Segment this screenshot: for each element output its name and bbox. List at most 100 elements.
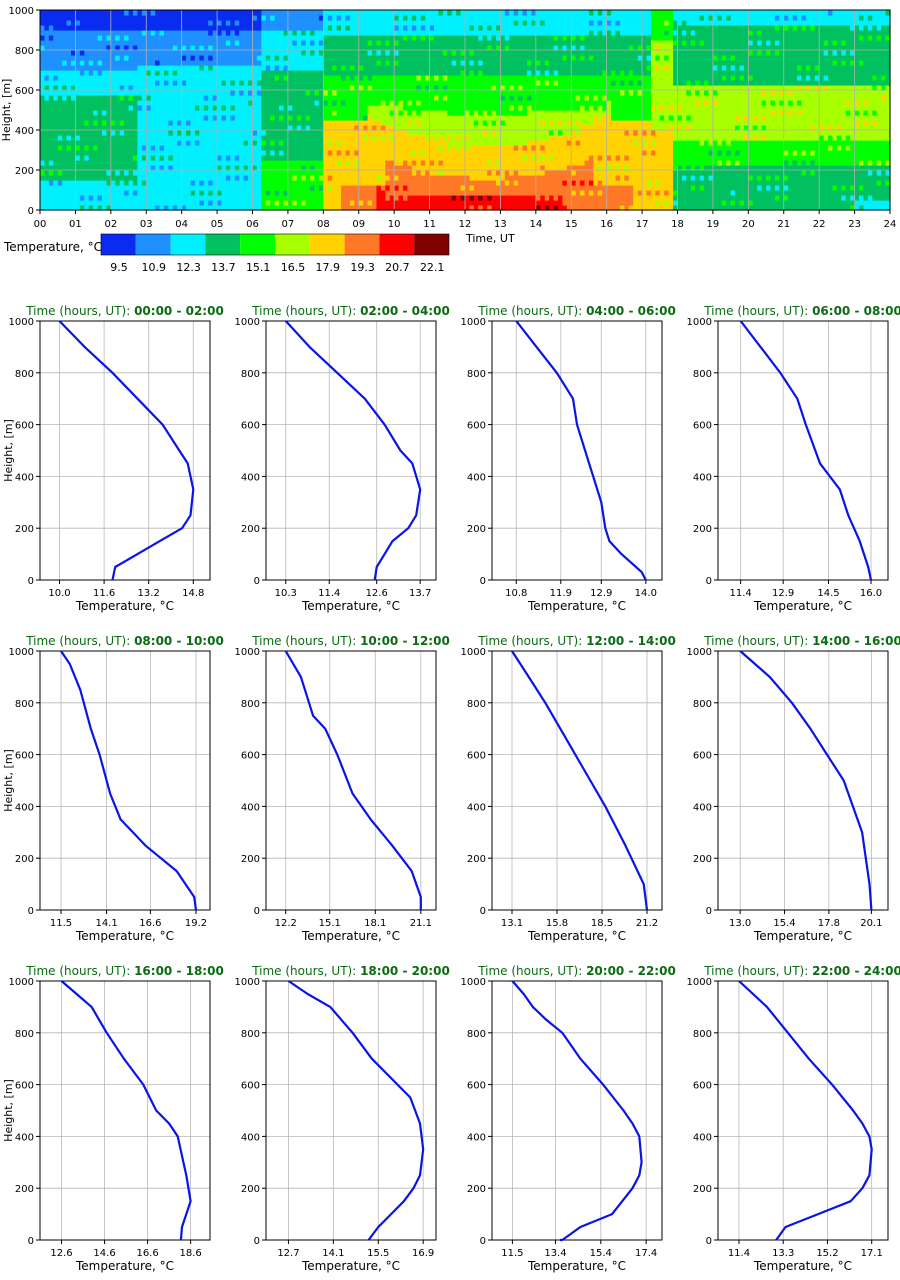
- heatmap-cell: [119, 200, 125, 206]
- heatmap-cell: [526, 45, 533, 51]
- heatmap-cell: [239, 205, 245, 211]
- heatmap-cell: [504, 20, 510, 26]
- heatmap-cell: [256, 145, 262, 151]
- heatmap-cell: [48, 115, 54, 121]
- heatmap-cell: [540, 145, 546, 151]
- heatmap-cell: [341, 35, 347, 41]
- heatmap-cell: [177, 185, 183, 191]
- heatmap-cell: [513, 80, 519, 86]
- heatmap-cell: [389, 130, 395, 136]
- heatmap-cell: [274, 155, 280, 161]
- heatmap-cell: [411, 195, 417, 201]
- heatmap-cell: [70, 165, 77, 171]
- heatmap-cell: [270, 170, 276, 176]
- heatmap-cell: [509, 115, 515, 121]
- heatmap-cell: [571, 10, 577, 16]
- heatmap-cell: [332, 20, 338, 26]
- heatmap-cell: [380, 30, 386, 36]
- heatmap-cell: [447, 145, 453, 151]
- heatmap-cell: [168, 130, 174, 136]
- heatmap-cell: [141, 45, 147, 51]
- heatmap-cell: [376, 195, 382, 201]
- heatmap-cell: [305, 15, 311, 21]
- heatmap-cell: [327, 165, 333, 171]
- heatmap-cell: [48, 100, 54, 106]
- heatmap-cell: [482, 110, 488, 116]
- heatmap-cell: [203, 205, 209, 211]
- heatmap-cell: [137, 165, 143, 171]
- heatmap-cell: [186, 205, 192, 211]
- heatmap-cell: [562, 80, 568, 86]
- heatmap-cell: [212, 170, 218, 176]
- heatmap-cell: [327, 205, 333, 211]
- heatmap-cell: [221, 170, 227, 176]
- heatmap-cell: [557, 110, 563, 116]
- heatmap-cell: [155, 110, 161, 116]
- heatmap-cell: [544, 90, 550, 96]
- heatmap-cell: [256, 130, 262, 136]
- heatmap-cell: [491, 60, 497, 66]
- heatmap-cell: [580, 160, 586, 166]
- heatmap-cell: [70, 25, 77, 31]
- heatmap-cell: [562, 95, 568, 101]
- heatmap-cell: [186, 125, 192, 131]
- heatmap-cell: [84, 45, 90, 51]
- heatmap-cell: [394, 40, 400, 46]
- heatmap-cell: [292, 30, 298, 36]
- heatmap-cell: [372, 190, 378, 196]
- heatmap-cell: [212, 160, 218, 166]
- heatmap-cell: [341, 30, 347, 36]
- heatmap-cell: [345, 130, 351, 136]
- heatmap-cell: [549, 20, 555, 26]
- heatmap-cell: [411, 120, 417, 126]
- heatmap-cell: [168, 105, 174, 111]
- heatmap-cell: [279, 75, 285, 81]
- heatmap-cell: [97, 140, 103, 146]
- heatmap-cell: [420, 195, 426, 201]
- heatmap-cell: [420, 15, 426, 21]
- heatmap-cell: [314, 90, 320, 96]
- heatmap-cell: [403, 60, 409, 66]
- heatmap-cell: [394, 140, 400, 146]
- heatmap-cell: [491, 165, 497, 171]
- heatmap-cell: [110, 35, 116, 41]
- heatmap-cell: [194, 40, 200, 46]
- heatmap-cell: [575, 35, 581, 41]
- heatmap-cell: [221, 30, 227, 36]
- heatmap-cell: [75, 130, 81, 136]
- heatmap-cell: [522, 160, 528, 166]
- heatmap-cell: [575, 120, 581, 126]
- heatmap-cell: [588, 145, 594, 151]
- heatmap-cell: [522, 135, 528, 141]
- heatmap-cell: [411, 15, 417, 21]
- heatmap-cell: [385, 30, 391, 36]
- heatmap-cell: [376, 50, 382, 56]
- heatmap-cell: [363, 165, 369, 171]
- heatmap-cell: [155, 60, 161, 66]
- heatmap-cell: [394, 70, 400, 76]
- heatmap-cell: [256, 90, 262, 96]
- heatmap-cell: [40, 165, 46, 171]
- heatmap-cell: [566, 145, 572, 151]
- heatmap-cell: [358, 140, 364, 146]
- heatmap-cell: [230, 130, 236, 136]
- heatmap-cell: [163, 115, 169, 121]
- heatmap-cell: [500, 70, 506, 76]
- heatmap-cell: [513, 200, 519, 206]
- heatmap-cell: [566, 40, 572, 46]
- heatmap-cell: [389, 20, 395, 26]
- heatmap-cell: [84, 190, 90, 196]
- heatmap-cell: [101, 110, 108, 116]
- heatmap-cell: [305, 150, 311, 156]
- heatmap-cell: [584, 90, 590, 96]
- heatmap-cell: [159, 185, 165, 191]
- heatmap-cell: [172, 165, 178, 171]
- heatmap-cell: [292, 50, 298, 56]
- heatmap-cell: [40, 15, 46, 21]
- heatmap-cell: [522, 25, 528, 31]
- heatmap-cell: [372, 205, 378, 211]
- heatmap-cell: [544, 20, 550, 26]
- heatmap-cell: [442, 15, 448, 21]
- heatmap-cell: [518, 145, 524, 151]
- heatmap-cell: [79, 10, 85, 16]
